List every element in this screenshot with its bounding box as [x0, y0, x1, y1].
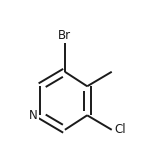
Text: Br: Br: [58, 29, 71, 42]
Text: N: N: [29, 109, 38, 122]
Text: Cl: Cl: [114, 123, 126, 136]
